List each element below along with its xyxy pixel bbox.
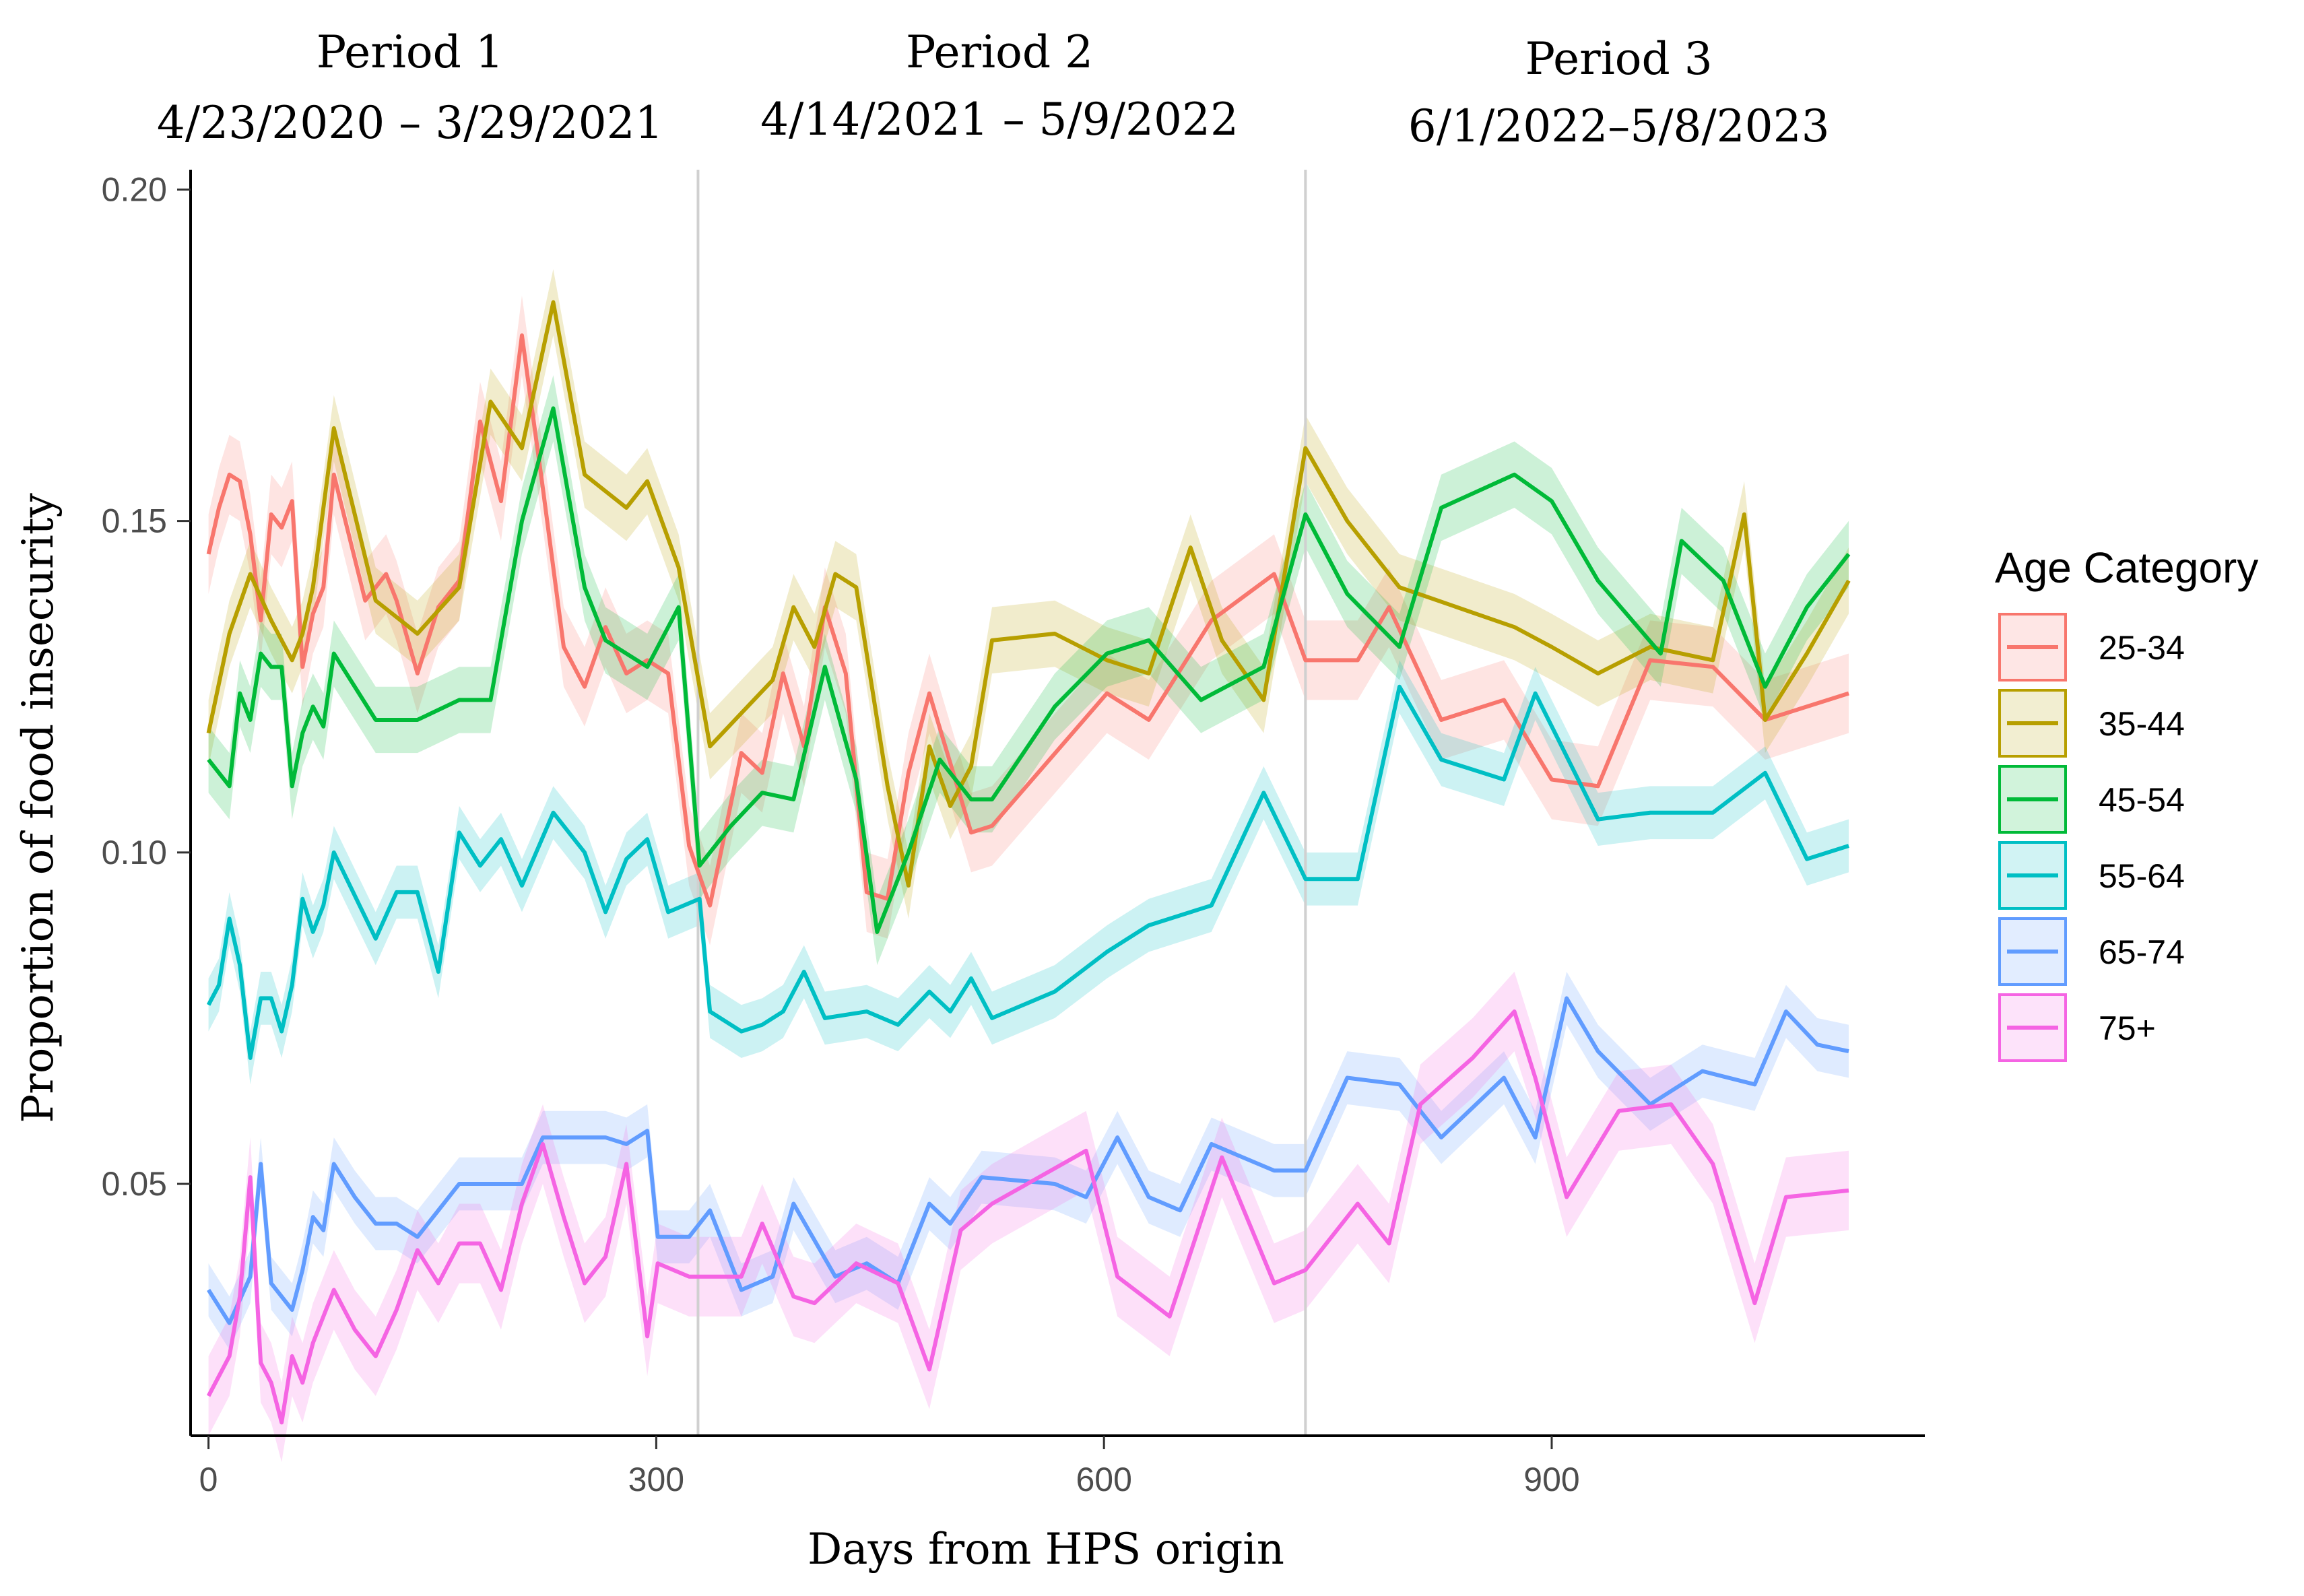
legend-label-75+: 75+ xyxy=(2099,1009,2156,1047)
x-tick-label: 300 xyxy=(628,1461,684,1498)
period-label: Period 3 xyxy=(1525,33,1713,85)
y-tick-label: 0.05 xyxy=(102,1165,167,1203)
legend-label-65-74: 65-74 xyxy=(2099,933,2185,971)
axis-ticks: 0 300 600 900 0.05 0.10 0.15 0.20 xyxy=(102,171,1580,1498)
legend-title: Age Category xyxy=(1995,543,2258,592)
y-tick-label: 0.20 xyxy=(102,171,167,209)
legend-label-55-64: 55-64 xyxy=(2099,857,2185,895)
legend-label-35-44: 35-44 xyxy=(2099,705,2185,743)
confidence-band-75+ xyxy=(208,971,1849,1463)
series-line-35-44 xyxy=(206,300,1851,888)
series-lines xyxy=(206,300,1851,1425)
period-date-range: 6/1/2022–5/8/2023 xyxy=(1408,100,1830,152)
x-axis-title: Days from HPS origin xyxy=(808,1525,1284,1574)
legend-label-25-34: 25-34 xyxy=(2099,629,2185,667)
confidence-band-25-34 xyxy=(208,296,1849,945)
x-tick-label: 600 xyxy=(1076,1461,1131,1498)
period-date-range: 4/23/2020 – 3/29/2021 xyxy=(157,97,663,149)
period-label: Period 1 xyxy=(317,26,504,78)
confidence-band-65-74 xyxy=(208,971,1849,1350)
x-tick-label: 0 xyxy=(199,1461,218,1498)
series-line-75+ xyxy=(206,1009,1849,1425)
period-headers: Period 1 4/23/2020 – 3/29/2021 Period 2 4/1… xyxy=(157,26,1830,152)
y-tick-label: 0.15 xyxy=(102,502,167,540)
y-tick-label: 0.10 xyxy=(102,834,167,871)
series-line-65-74 xyxy=(207,996,1849,1325)
confidence-band-55-64 xyxy=(208,660,1849,1085)
legend-label-45-54: 45-54 xyxy=(2099,781,2185,819)
series-line-55-64 xyxy=(206,684,1849,1060)
series-line-45-54 xyxy=(207,406,1851,934)
series-line-25-34 xyxy=(206,333,1849,908)
legend: Age Category 25-34 35-44 45-54 55-64 65-74 75… xyxy=(1995,543,2258,1062)
period-date-range: 4/14/2021 – 5/9/2022 xyxy=(760,94,1239,145)
period-label: Period 2 xyxy=(906,26,1093,78)
y-axis-title: Proportion of food insecurity xyxy=(13,493,63,1123)
x-tick-label: 900 xyxy=(1523,1461,1579,1498)
axes xyxy=(189,170,1925,1437)
